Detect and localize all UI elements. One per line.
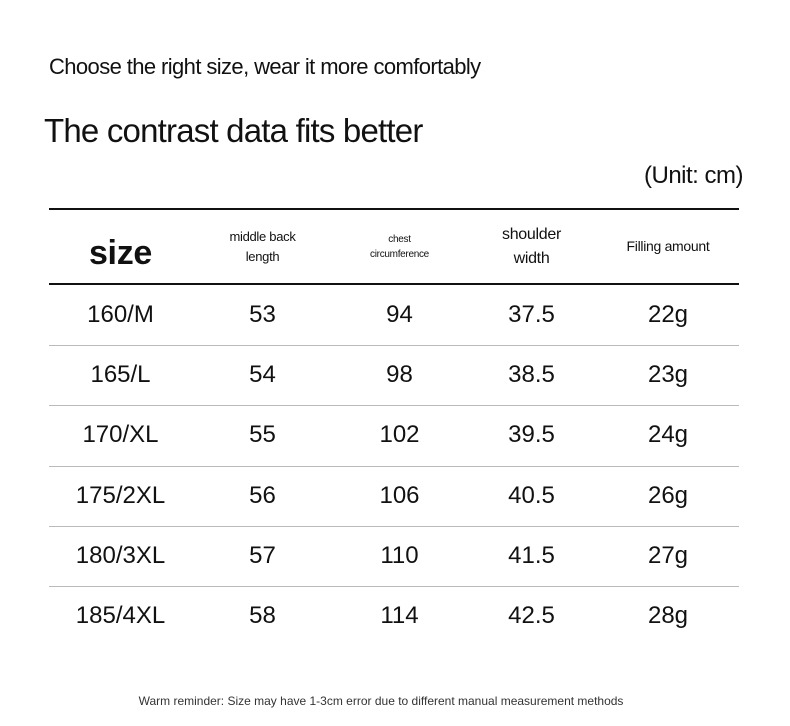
row-divider — [49, 405, 739, 407]
row-divider — [49, 465, 739, 467]
footer-note: Warm reminder: Size may have 1-3cm error… — [138, 694, 624, 708]
table-cell: 53 — [249, 301, 276, 329]
table-cell: 94 — [386, 301, 413, 329]
table-cell: 110 — [380, 541, 419, 569]
column-header: chest circumference — [333, 210, 466, 283]
column-header: middle back length — [192, 210, 333, 283]
row-divider — [49, 345, 739, 347]
table-cell: 41.5 — [508, 541, 555, 569]
table-cell: 40.5 — [508, 481, 555, 509]
table-cell: 160/M — [87, 301, 154, 329]
table-cell: 22g — [647, 301, 689, 329]
table-cell: 165/L — [90, 361, 151, 389]
table-cell: 54 — [249, 361, 276, 389]
row-divider — [49, 525, 739, 527]
table-cell: 24g — [647, 421, 689, 449]
column-header-text: chest circumference — [370, 233, 429, 260]
column-header: Filling amount — [597, 210, 739, 283]
table-cell: 102 — [379, 421, 420, 449]
unit: (Unit: cm) — [644, 162, 744, 189]
column-header-text: middle back length — [229, 229, 296, 264]
column-header-text: shoulder width — [502, 225, 561, 267]
title: The contrast data fits better — [44, 112, 423, 149]
header-rule — [49, 283, 739, 285]
column-header: size — [49, 210, 192, 283]
column-header-text: Filling amount — [626, 238, 710, 254]
table-cell: 57 — [249, 541, 276, 569]
table-cell: 114 — [380, 602, 419, 630]
table-cell: 27g — [647, 541, 689, 569]
table-cell: 98 — [386, 361, 413, 389]
table-cell: 26g — [647, 481, 689, 509]
table-cell: 28g — [647, 602, 689, 630]
table-cell: 37.5 — [508, 301, 555, 329]
column-header-text: size — [88, 234, 153, 272]
table-cell: 55 — [249, 421, 276, 449]
table-cell: 185/4XL — [75, 602, 166, 630]
table-cell: 39.5 — [508, 421, 555, 449]
table-cell: 58 — [249, 602, 276, 630]
table-top-rule — [49, 208, 739, 210]
table-cell: 56 — [249, 481, 276, 509]
table-cell: 38.5 — [508, 361, 555, 389]
row-divider — [49, 586, 739, 587]
table-cell: 42.5 — [508, 602, 555, 630]
column-header: shoulder width — [466, 210, 597, 283]
table-cell: 170/XL — [82, 421, 159, 449]
table-cell: 175/2XL — [75, 481, 166, 509]
table-cell: 106 — [379, 481, 420, 509]
table-cell: 180/3XL — [75, 541, 166, 569]
table-cell: 23g — [647, 361, 689, 389]
subtitle: Choose the right size, wear it more comf… — [49, 54, 481, 79]
